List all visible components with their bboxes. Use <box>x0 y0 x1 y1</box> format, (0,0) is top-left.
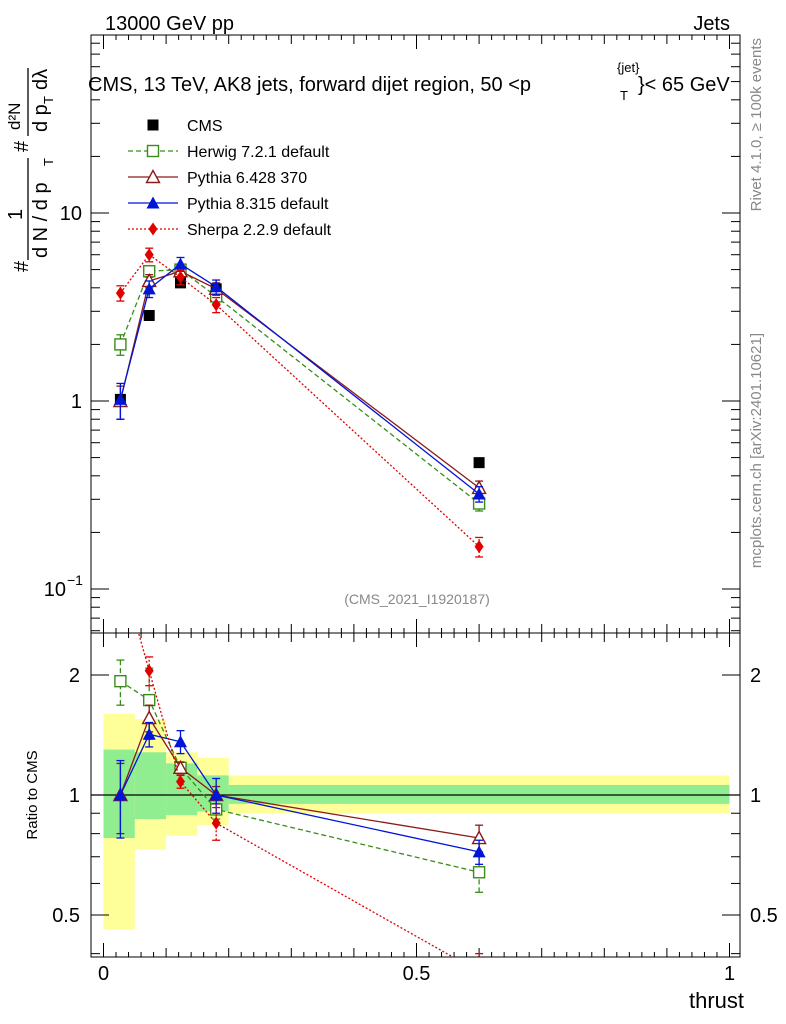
axis-ticks <box>91 35 740 957</box>
marker-square-open <box>114 674 127 688</box>
chart-title: CMS, 13 TeV, AK8 jets, forward dijet reg… <box>88 74 531 96</box>
x-axis-label: thrust <box>689 988 744 1013</box>
legend-entry: Herwig 7.2.1 default <box>128 144 330 161</box>
marker-triangle-open <box>141 710 157 725</box>
ratio-series-layer <box>112 562 487 978</box>
x-tick-label: 1 <box>724 963 735 985</box>
ylabel-dl: dλ <box>30 69 52 90</box>
marker-triangle-filled <box>472 845 486 858</box>
ratio-y-label: Ratio to CMS <box>24 750 41 839</box>
marker-diamond-filled <box>175 775 185 789</box>
marker-square-filled <box>473 457 485 469</box>
marker-triangle-filled <box>113 392 127 405</box>
side-label-bottom: mcplots.cern.ch [arXiv:2401.10621] <box>748 333 765 568</box>
title-superscript: {jet} <box>617 60 640 75</box>
side-label-top: Rivet 4.1.0, ≥ 100k events <box>748 38 765 211</box>
marker-diamond-filled <box>475 965 484 978</box>
legend-label: Sherpa 2.2.9 default <box>187 222 332 239</box>
legend-label: Herwig 7.2.1 default <box>187 144 330 161</box>
y-tick-label: 10 <box>60 203 82 225</box>
series-pythia-6-428-370-line <box>119 270 480 489</box>
ratio-y-tick-label-right: 1 <box>750 785 761 807</box>
x-tick-label: 0 <box>98 963 109 985</box>
marker-triangle-filled <box>146 196 160 209</box>
ylabel-T2: T <box>41 96 56 104</box>
marker-diamond-filled <box>115 286 125 300</box>
marker-square-open <box>146 144 160 158</box>
ylabel-T1: T <box>41 158 56 166</box>
marker-square-open <box>472 866 486 879</box>
marker-triangle-filled <box>472 487 486 500</box>
ratio-bands <box>91 713 740 930</box>
legend-label: CMS <box>187 118 223 135</box>
marker-triangle-filled <box>142 727 156 740</box>
ylabel-hash1: # <box>11 260 33 272</box>
legend-entry: Sherpa 2.2.9 default <box>128 222 332 239</box>
ylabel-one: 1 <box>5 209 27 220</box>
marker-diamond-filled <box>144 248 154 262</box>
title-end: }< 65 GeV <box>638 74 730 96</box>
legend-entry: Pythia 8.315 default <box>128 196 329 213</box>
title-main: CMS, 13 TeV, AK8 jets, forward dijet reg… <box>88 74 531 96</box>
marker-diamond-filled <box>148 222 158 236</box>
marker-diamond-filled <box>474 540 484 554</box>
ratio-y-tick-label: 2 <box>69 665 80 687</box>
y-tick-exponent: −1 <box>67 572 83 588</box>
marker-square-open <box>114 338 127 351</box>
legend-label: Pythia 8.315 default <box>187 196 329 213</box>
ratio-y-tick-label-right: 2 <box>750 665 761 687</box>
legend: CMS Herwig 7.2.1 default Pythia 6.428 370 P… <box>128 118 332 239</box>
marker-triangle-filled <box>209 280 223 293</box>
marker-diamond-filled <box>175 270 185 284</box>
legend-entry: CMS <box>147 118 223 135</box>
marker-triangle-filled <box>209 788 223 801</box>
marker-triangle-filled <box>142 282 156 295</box>
marker-triangle-filled <box>173 735 187 748</box>
title-subscript: T <box>620 88 628 103</box>
marker-diamond-filled <box>144 664 154 678</box>
marker-diamond-filled <box>211 298 221 312</box>
marker-triangle-filled <box>173 257 187 270</box>
x-tick-label: 0.5 <box>403 963 431 985</box>
series-sherpa-2-2-9-default-line <box>119 253 480 548</box>
ratio-y-tick-label: 0.5 <box>52 905 80 927</box>
marker-diamond-filled <box>116 562 125 575</box>
marker-square-open <box>142 693 156 707</box>
ratio-band-inner <box>228 784 730 804</box>
series-pythia-8-315-default-line <box>119 263 480 495</box>
ylabel-d2N: d²N <box>5 103 24 130</box>
y-tick-label: 1 <box>71 391 82 413</box>
marker-triangle-open <box>145 169 161 184</box>
ylabel-hash2: # <box>11 140 33 152</box>
ratio-band-inner <box>134 752 167 820</box>
analysis-id: (CMS_2021_I1920187) <box>344 591 490 607</box>
ylabel-dN: d N / d p <box>30 182 52 258</box>
ratio-y-tick-label: 1 <box>69 785 80 807</box>
y-tick-label: 10 <box>44 579 66 601</box>
ratio-y-tick-label-right: 0.5 <box>750 905 778 927</box>
marker-diamond-filled <box>211 816 221 830</box>
ylabel-dp: d p <box>30 104 52 132</box>
y-axis-label: # 1 d N / d p T # d²N d p T dλ <box>5 68 56 272</box>
legend-label: Pythia 6.428 370 <box>187 170 307 187</box>
main-series-layer <box>112 247 487 558</box>
header-right: Jets <box>693 13 730 35</box>
header-left: 13000 GeV pp <box>105 13 234 35</box>
legend-entry: Pythia 6.428 370 <box>128 169 307 187</box>
marker-square-filled <box>147 119 159 131</box>
series-herwig-7-2-1-default-line <box>119 268 480 504</box>
marker-square-filled <box>143 309 155 321</box>
marker-triangle-filled <box>113 788 127 801</box>
